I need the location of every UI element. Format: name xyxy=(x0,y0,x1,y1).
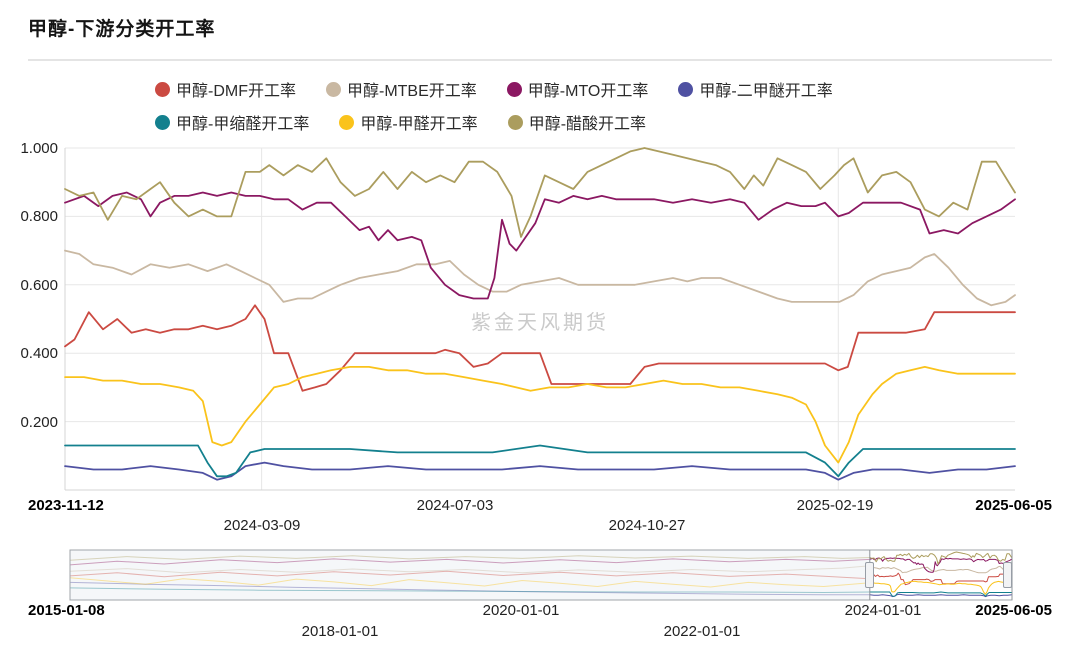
datazoom-left-handle[interactable] xyxy=(865,562,874,588)
legend-item-acetic-acid[interactable]: 甲醇-醋酸开工率 xyxy=(507,110,647,134)
legend-label: 甲醇-甲醛开工率 xyxy=(360,116,478,133)
y-axis-label: 0.200 xyxy=(20,414,58,431)
legend-item-formaldehyde[interactable]: 甲醇-甲醛开工率 xyxy=(339,110,478,134)
legend-label: 甲醇-MTBE开工率 xyxy=(347,83,477,100)
legend-item-mtbe[interactable]: 甲醇-MTBE开工率 xyxy=(326,77,477,101)
legend-item-methylal[interactable]: 甲醇-甲缩醛开工率 xyxy=(155,110,309,134)
legend-item-mto[interactable]: 甲醇-MTO开工率 xyxy=(506,77,649,101)
legend-item-dimethyl-ether[interactable]: 甲醇-二甲醚开工率 xyxy=(678,77,833,101)
datazoom-axis-label: 2018-01-01 xyxy=(301,623,379,640)
legend-row-2: 甲醇-甲缩醛开工率 甲醇-甲醛开工率 甲醇-醋酸开工率 xyxy=(155,110,646,134)
legend-label: 甲醇-DMF开工率 xyxy=(176,83,296,100)
datazoom-axis-label: 2025-06-05 xyxy=(975,602,1052,619)
y-axis-label: 1.000 xyxy=(20,140,58,157)
datazoom-axis-label: 2022-01-01 xyxy=(663,623,741,640)
legend-dot-methylal xyxy=(155,114,170,130)
chart-title: 甲醇-下游分类开工率 xyxy=(28,19,216,40)
x-axis-label: 2025-06-05 xyxy=(975,497,1052,514)
legend-label: 甲醇-MTO开工率 xyxy=(527,83,649,100)
datazoom-axis-label: 2024-01-01 xyxy=(844,602,922,619)
datazoom-slider[interactable] xyxy=(70,550,1012,600)
x-axis-label: 2024-07-03 xyxy=(416,497,494,514)
title-divider xyxy=(28,59,1052,61)
y-axis-label: 0.600 xyxy=(20,277,58,294)
watermark: 紫金天风期货 xyxy=(471,312,609,334)
y-axis-label: 0.400 xyxy=(20,345,58,362)
datazoom-axis-label: 2020-01-01 xyxy=(482,602,560,619)
legend-item-dmf[interactable]: 甲醇-DMF开工率 xyxy=(155,77,296,101)
legend-label: 甲醇-二甲醚开工率 xyxy=(699,83,833,100)
legend-label: 甲醇-醋酸开工率 xyxy=(528,116,647,133)
y-axis-label: 0.800 xyxy=(20,208,58,225)
legend-dot-dimethyl-ether xyxy=(678,81,694,97)
datazoom-axis-label: 2015-01-08 xyxy=(28,602,105,619)
legend-label: 甲醇-甲缩醛开工率 xyxy=(176,116,310,133)
datazoom-right-handle[interactable] xyxy=(1003,562,1012,588)
legend-dot-mtbe xyxy=(326,81,341,97)
x-axis-label: 2023-11-12 xyxy=(28,497,104,514)
x-axis-label: 2024-03-09 xyxy=(223,517,301,534)
x-axis-label: 2024-10-27 xyxy=(608,517,686,534)
legend-dot-acetic-acid xyxy=(507,114,523,130)
legend-row-1: 甲醇-DMF开工率 甲醇-MTBE开工率 甲醇-MTO开工率 甲醇-二甲醚开工率 xyxy=(155,77,833,101)
legend-dot-formaldehyde xyxy=(339,114,355,130)
legend-dot-mto xyxy=(506,81,522,97)
legend-dot-dmf xyxy=(155,81,170,97)
x-axis-label: 2025-02-19 xyxy=(796,497,874,514)
